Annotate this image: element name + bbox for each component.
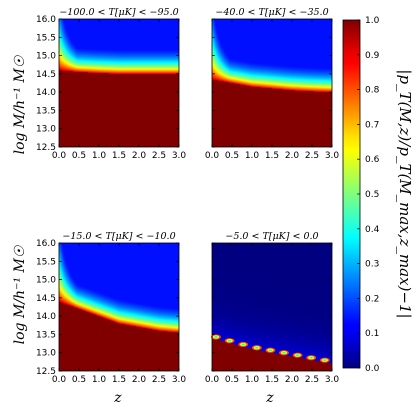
- colorbar-tick-label: 0.6: [365, 155, 380, 165]
- panel-1-heatmap: [59, 19, 179, 147]
- panel-3-title: −15.0 < T[μK] < −10.0: [62, 231, 175, 242]
- spot-inner: [282, 351, 286, 354]
- x-tick-label: 0.5: [72, 151, 86, 161]
- colorbar-label: |p_T(M,z)/p_T(M_max,z_max)−1|: [396, 69, 414, 318]
- y-tick-label: 13.5: [36, 330, 56, 340]
- x-axis-label-right: z: [265, 390, 274, 406]
- colorbar-tick-label: 0.4: [365, 225, 380, 235]
- x-tick-label: 3.0: [325, 375, 340, 385]
- spot-inner: [214, 336, 218, 338]
- colorbar-tick-label: 0.8: [365, 86, 380, 96]
- y-tick-label: 15.5: [36, 33, 56, 43]
- spot-inner: [296, 354, 300, 357]
- panels: −100.0 < T[μK] < −95.0 0.0 0.5 1.0 1.5 2.0 2.5…: [36, 7, 339, 385]
- colorbar-tick-label: 0.1: [365, 329, 379, 339]
- panel-1: −100.0 < T[μK] < −95.0 0.0 0.5 1.0 1.5 2.0 2.5…: [36, 7, 186, 161]
- y-tick-label: 13.0: [36, 125, 56, 135]
- x-tick-label: 2.5: [152, 151, 166, 161]
- y-axis-label-top: log M/h⁻¹ M☉: [12, 54, 28, 154]
- x-tick-label: 2.0: [285, 151, 300, 161]
- x-tick-label: 0.0: [205, 151, 220, 161]
- y-tick-label: 13.0: [36, 349, 56, 359]
- y-tick-label: 14.5: [36, 70, 56, 80]
- y-tick-label: 16.0: [36, 239, 56, 249]
- colorbar-tick-label: 1.0: [365, 16, 380, 26]
- y-tick-label: 13.5: [36, 106, 56, 116]
- spot-inner: [255, 346, 259, 349]
- panel-3: −15.0 < T[μK] < −10.0 0.0 0.5 1.0 1.5 2.0 2.5 3…: [36, 231, 186, 385]
- y-tick-label: 15.5: [36, 257, 56, 267]
- x-tick-label: 3.0: [172, 375, 187, 385]
- colorbar-tick-label: 0.5: [365, 190, 379, 200]
- x-tick-label: 2.0: [132, 375, 147, 385]
- x-tick-label: 3.0: [325, 151, 340, 161]
- panel-3-heatmap: [59, 243, 179, 371]
- colorbar-tick-label: 0.3: [365, 260, 379, 270]
- spot-inner: [309, 356, 313, 359]
- x-tick-label: 0.0: [205, 375, 220, 385]
- spot-inner: [268, 349, 272, 352]
- x-tick-label: 0.0: [52, 375, 67, 385]
- colorbar: 0.0 0.1 0.2 0.3 0.4 0.5 0.6 0.7 0.8 0.9 1.0 |p_T(M…: [342, 16, 414, 374]
- x-tick-label: 1.0: [92, 375, 107, 385]
- x-tick-label: 0.5: [225, 151, 239, 161]
- x-tick-label: 1.5: [112, 375, 126, 385]
- y-tick-label: 15.0: [36, 276, 56, 286]
- x-tick-label: 0.5: [225, 375, 239, 385]
- panel-1-title: −100.0 < T[μK] < −95.0: [59, 7, 178, 18]
- panel-2-title: −40.0 < T[μK] < −35.0: [215, 7, 328, 18]
- y-tick-label: 14.5: [36, 294, 56, 304]
- x-tick-label: 1.5: [265, 375, 279, 385]
- x-tick-label: 1.5: [265, 151, 279, 161]
- x-tick-label: 1.0: [92, 151, 107, 161]
- x-tick-label: 2.0: [285, 375, 300, 385]
- spot-inner: [228, 339, 232, 342]
- x-tick-label: 0.5: [72, 375, 86, 385]
- x-tick-label: 2.5: [305, 375, 319, 385]
- x-tick-label: 2.5: [305, 151, 319, 161]
- colorbar-tick-label: 0.9: [365, 51, 380, 61]
- y-tick-label: 14.0: [36, 88, 56, 98]
- x-tick-label: 2.0: [132, 151, 147, 161]
- x-axis-label-left: z: [113, 390, 122, 406]
- x-tick-label: 3.0: [172, 151, 187, 161]
- y-tick-label: 12.5: [36, 143, 56, 153]
- x-tick-label: 1.0: [245, 151, 260, 161]
- panel-4-title: −5.0 < T[μK] < 0.0: [225, 231, 318, 242]
- x-tick-label: 1.0: [245, 375, 260, 385]
- x-tick-label: 1.5: [112, 151, 126, 161]
- y-axis-label-bottom: log M/h⁻¹ M☉: [12, 244, 28, 344]
- panel-4: −5.0 < T[μK] < 0.0 0.0 0.5 1.0 1.5 2.0 2.5 3.0: [205, 231, 340, 385]
- spot-inner: [323, 359, 327, 362]
- colorbar-tick-label: 0.2: [365, 294, 379, 304]
- colorbar-ticks: 0.0 0.1 0.2 0.3 0.4 0.5 0.6 0.7 0.8 0.9 1.0: [357, 16, 380, 374]
- colorbar-tick-label: 0.0: [365, 364, 380, 374]
- spot-inner: [241, 343, 245, 346]
- x-tick-label: 2.5: [152, 375, 166, 385]
- y-tick-label: 16.0: [36, 15, 56, 25]
- colorbar-tick-label: 0.7: [365, 120, 379, 130]
- y-tick-label: 15.0: [36, 52, 56, 62]
- panel-2-heatmap: [212, 19, 332, 147]
- y-tick-label: 14.0: [36, 312, 56, 322]
- x-tick-label: 0.0: [52, 151, 67, 161]
- panel-2: −40.0 < T[μK] < −35.0 0.0 0.5 1.0 1.5 2.0 2.5 3…: [205, 7, 340, 161]
- y-tick-label: 12.5: [36, 367, 56, 377]
